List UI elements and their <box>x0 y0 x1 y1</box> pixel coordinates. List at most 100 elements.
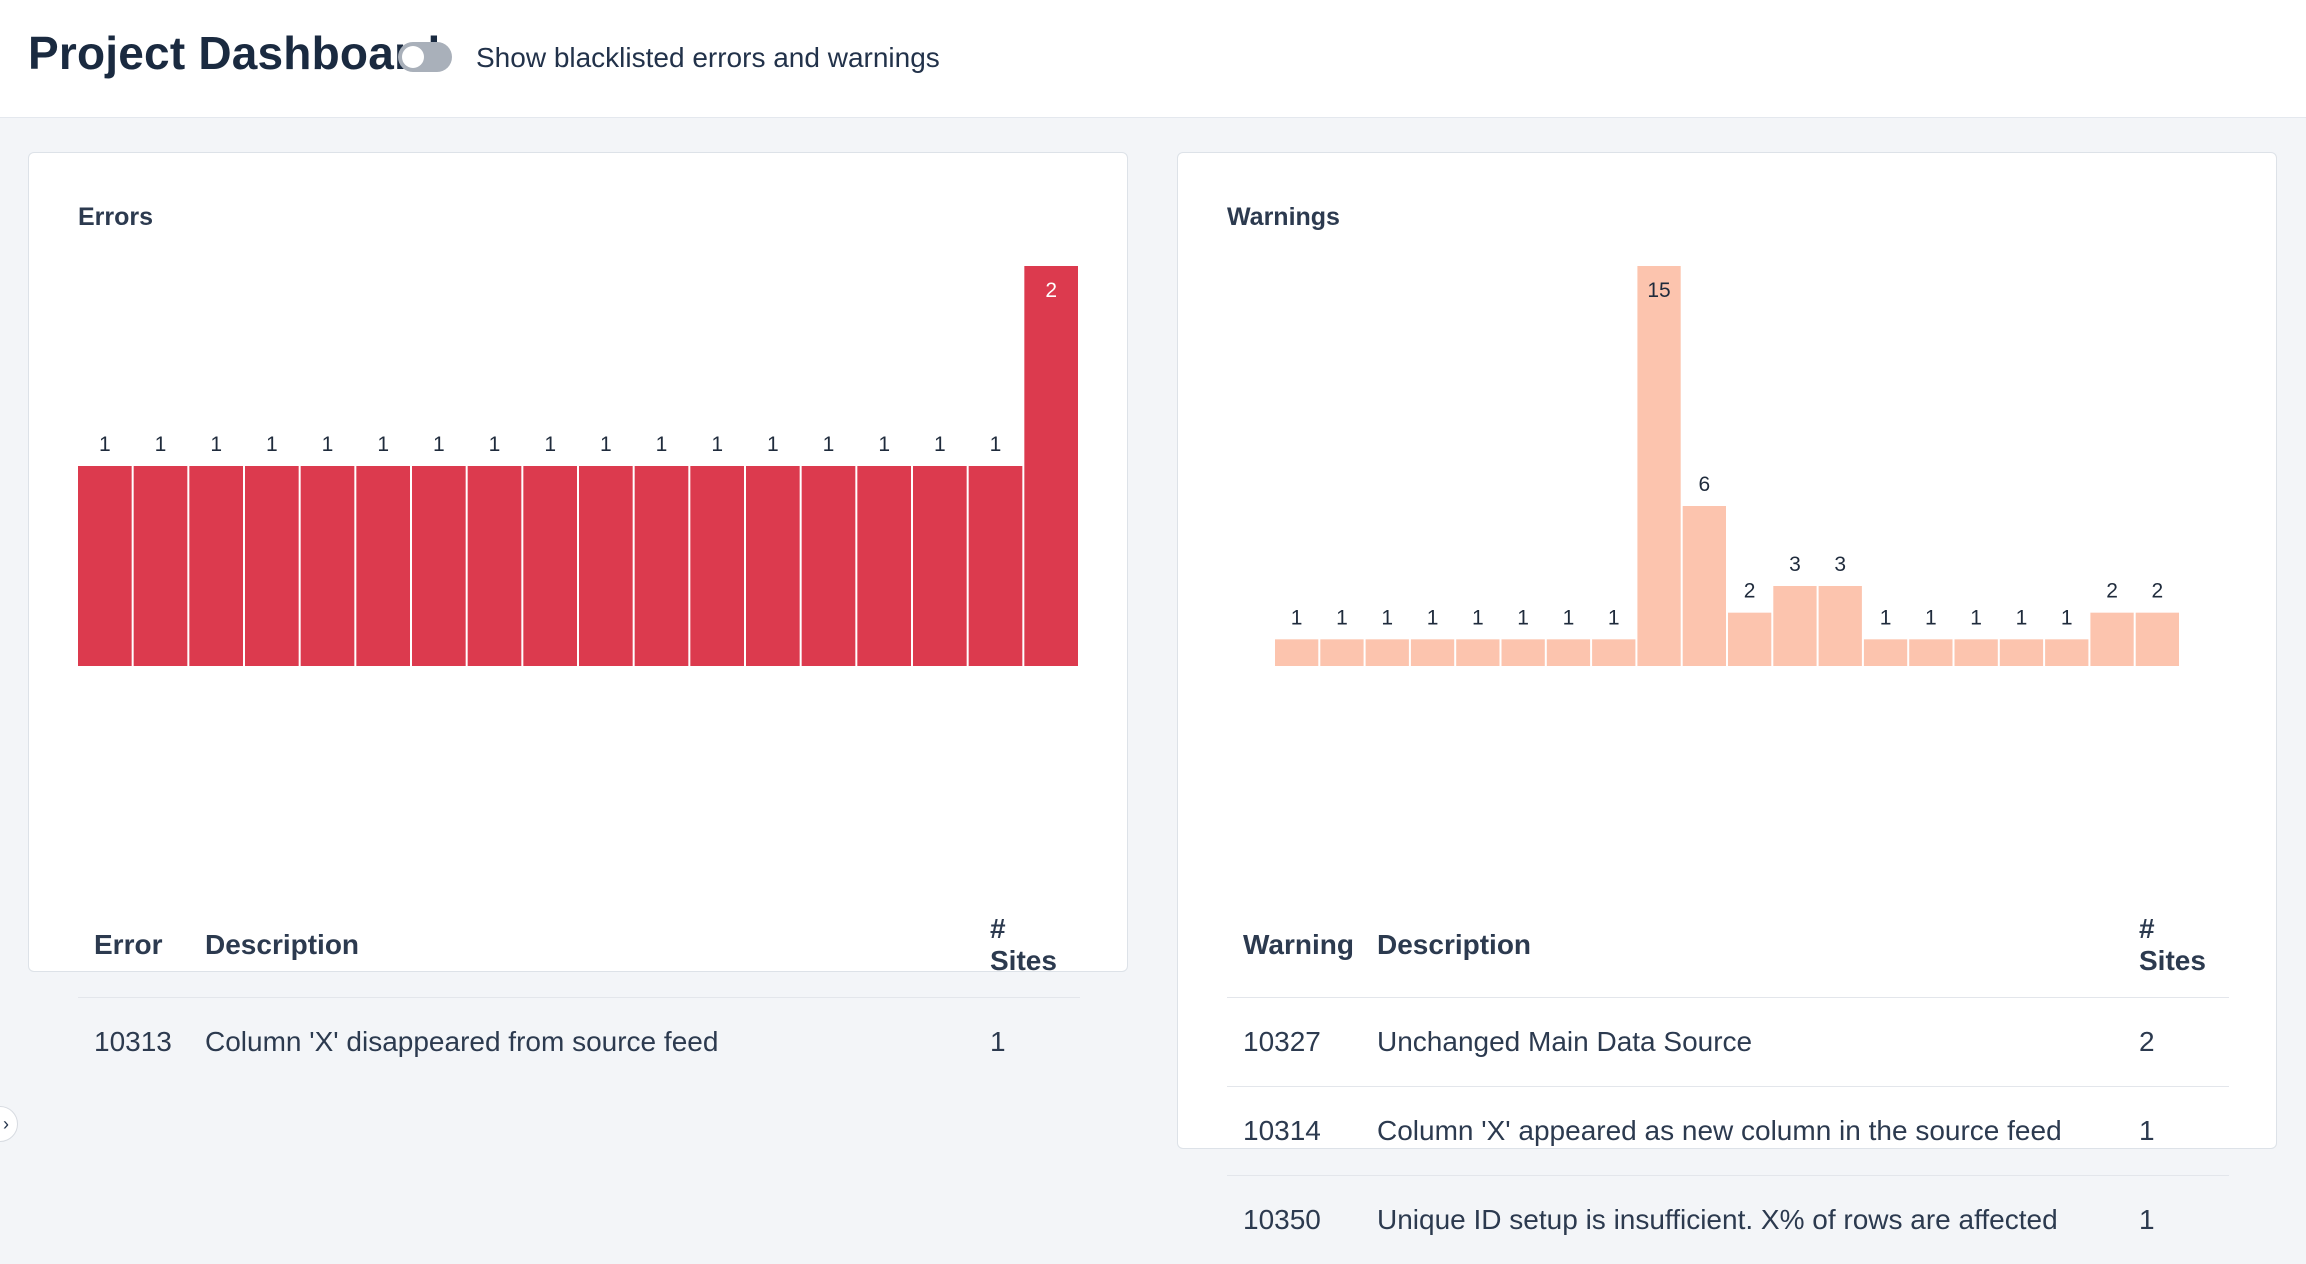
bar-value-label: 15 <box>1647 279 1670 302</box>
bar[interactable] <box>1501 639 1545 666</box>
table-row[interactable]: 10350 Unique ID setup is insufficient. X… <box>1227 1174 2229 1264</box>
warning-description: Unique ID setup is insufficient. X% of r… <box>1361 1174 2123 1264</box>
bar[interactable] <box>1999 639 2044 666</box>
warning-code: 10327 <box>1227 996 1361 1086</box>
table-row[interactable]: 10314 Column 'X' appeared as new column … <box>1227 1085 2229 1175</box>
bar[interactable] <box>1818 586 1862 666</box>
bar-value-label: 1 <box>600 433 612 456</box>
bar[interactable] <box>412 466 466 666</box>
bar[interactable] <box>189 466 243 666</box>
bar[interactable] <box>523 466 577 666</box>
error-description: Column 'X' disappeared from source feed <box>189 996 974 1086</box>
col-header-sites[interactable]: # Sites <box>2139 912 2206 976</box>
warning-sites: 1 <box>2123 1085 2229 1175</box>
bar[interactable] <box>913 466 967 666</box>
bar[interactable] <box>1365 639 1409 666</box>
col-header-error[interactable]: Error <box>94 928 163 960</box>
bar-value-label: 2 <box>2106 580 2118 603</box>
error-sites: 1 <box>974 996 1080 1086</box>
bar[interactable] <box>2135 612 2179 666</box>
bar[interactable] <box>857 466 911 666</box>
bar[interactable] <box>2090 612 2134 666</box>
bar[interactable] <box>746 466 800 666</box>
bar[interactable] <box>133 466 188 666</box>
bar-value-label: 1 <box>990 433 1002 456</box>
bar-value-label: 1 <box>266 433 278 456</box>
col-header-warning[interactable]: Warning <box>1243 928 1354 960</box>
bar[interactable] <box>2045 639 2089 666</box>
warning-sites: 1 <box>2123 1174 2229 1264</box>
sidebar-expand-handle[interactable]: › <box>0 1106 18 1142</box>
warning-description: Unchanged Main Data Source <box>1361 996 2123 1086</box>
bar[interactable] <box>801 466 856 666</box>
bar-value-label: 2 <box>2152 580 2164 603</box>
bar-value-label: 2 <box>1045 279 1057 302</box>
bar-value-label: 1 <box>155 433 167 456</box>
bar[interactable] <box>634 466 689 666</box>
bar[interactable] <box>300 466 355 666</box>
bar[interactable] <box>1954 639 1998 666</box>
bar[interactable] <box>1863 639 1908 666</box>
bar[interactable] <box>1637 266 1681 666</box>
bar-value-label: 1 <box>1880 606 1892 629</box>
bar[interactable] <box>467 466 522 666</box>
warning-description: Column 'X' appeared as new column in the… <box>1361 1085 2123 1175</box>
bar-value-label: 2 <box>1744 580 1756 603</box>
bar-value-label: 1 <box>322 433 334 456</box>
bar[interactable] <box>1320 639 1364 666</box>
bar[interactable] <box>245 466 299 666</box>
bar-value-label: 1 <box>1472 606 1484 629</box>
bar-value-label: 1 <box>711 433 723 456</box>
chevron-right-icon: › <box>3 1114 9 1134</box>
bar[interactable] <box>1546 639 1591 666</box>
page-title: Project Dashboard <box>28 27 441 79</box>
bar[interactable] <box>78 466 132 666</box>
bar[interactable] <box>1909 639 1953 666</box>
bar[interactable] <box>1456 639 1500 666</box>
bar[interactable] <box>1410 639 1455 666</box>
bar[interactable] <box>579 466 633 666</box>
bar-value-label: 1 <box>1381 606 1393 629</box>
warning-sites: 2 <box>2123 996 2229 1086</box>
bar-value-label: 1 <box>433 433 445 456</box>
bar-value-label: 1 <box>1291 606 1303 629</box>
blacklist-toggle-label[interactable]: Show blacklisted errors and warnings <box>476 42 940 73</box>
bar-value-label: 1 <box>2016 606 2028 629</box>
bar-value-label: 3 <box>1834 553 1846 576</box>
bar-value-label: 1 <box>823 433 835 456</box>
error-code: 10313 <box>78 996 189 1086</box>
table-row[interactable]: 10327 Unchanged Main Data Source 2 <box>1227 996 2229 1086</box>
col-header-description[interactable]: Description <box>1377 928 1532 960</box>
bar-value-label: 1 <box>878 433 890 456</box>
bar-value-label: 1 <box>1970 606 1982 629</box>
warnings-chart: 1 1 1 1 1 1 1 1 15 6 2 3 3 1 1 1 1 1 2 2 <box>1275 266 2179 666</box>
bar-value-label: 1 <box>99 433 111 456</box>
table-row[interactable]: 10313 Column 'X' disappeared from source… <box>78 996 1080 1086</box>
bar[interactable] <box>1682 506 1726 666</box>
bar[interactable] <box>690 466 744 666</box>
bar-value-label: 1 <box>1608 606 1620 629</box>
bar-value-label: 1 <box>544 433 556 456</box>
bar-value-label: 1 <box>1563 606 1575 629</box>
bar[interactable] <box>1728 612 1772 666</box>
bar[interactable] <box>1275 639 1319 666</box>
bar-value-label: 1 <box>2061 606 2073 629</box>
top-bar: Project Dashboard Show blacklisted error… <box>0 0 2306 118</box>
bar-value-label: 1 <box>377 433 389 456</box>
errors-card: Errors 1 1 1 1 1 1 1 1 1 1 1 1 1 1 1 1 1 2 Error Descript… <box>28 152 1128 1086</box>
errors-title: Errors <box>78 203 154 231</box>
bar-value-label: 1 <box>1925 606 1937 629</box>
col-header-description[interactable]: Description <box>205 928 360 960</box>
bar[interactable] <box>1773 586 1817 666</box>
bar-value-label: 1 <box>767 433 779 456</box>
table-header-row: Error Description # Sites <box>78 893 1080 997</box>
bar[interactable] <box>1592 639 1636 666</box>
warning-code: 10314 <box>1227 1085 1361 1175</box>
bar[interactable] <box>968 466 1023 666</box>
bar[interactable] <box>356 466 410 666</box>
col-header-sites[interactable]: # Sites <box>990 912 1057 976</box>
warning-code: 10350 <box>1227 1174 1361 1264</box>
blacklist-toggle[interactable] <box>398 42 452 72</box>
warnings-table: Warning Description # Sites 10327 Unchan… <box>1227 893 2229 1264</box>
bar[interactable] <box>1024 266 1078 666</box>
